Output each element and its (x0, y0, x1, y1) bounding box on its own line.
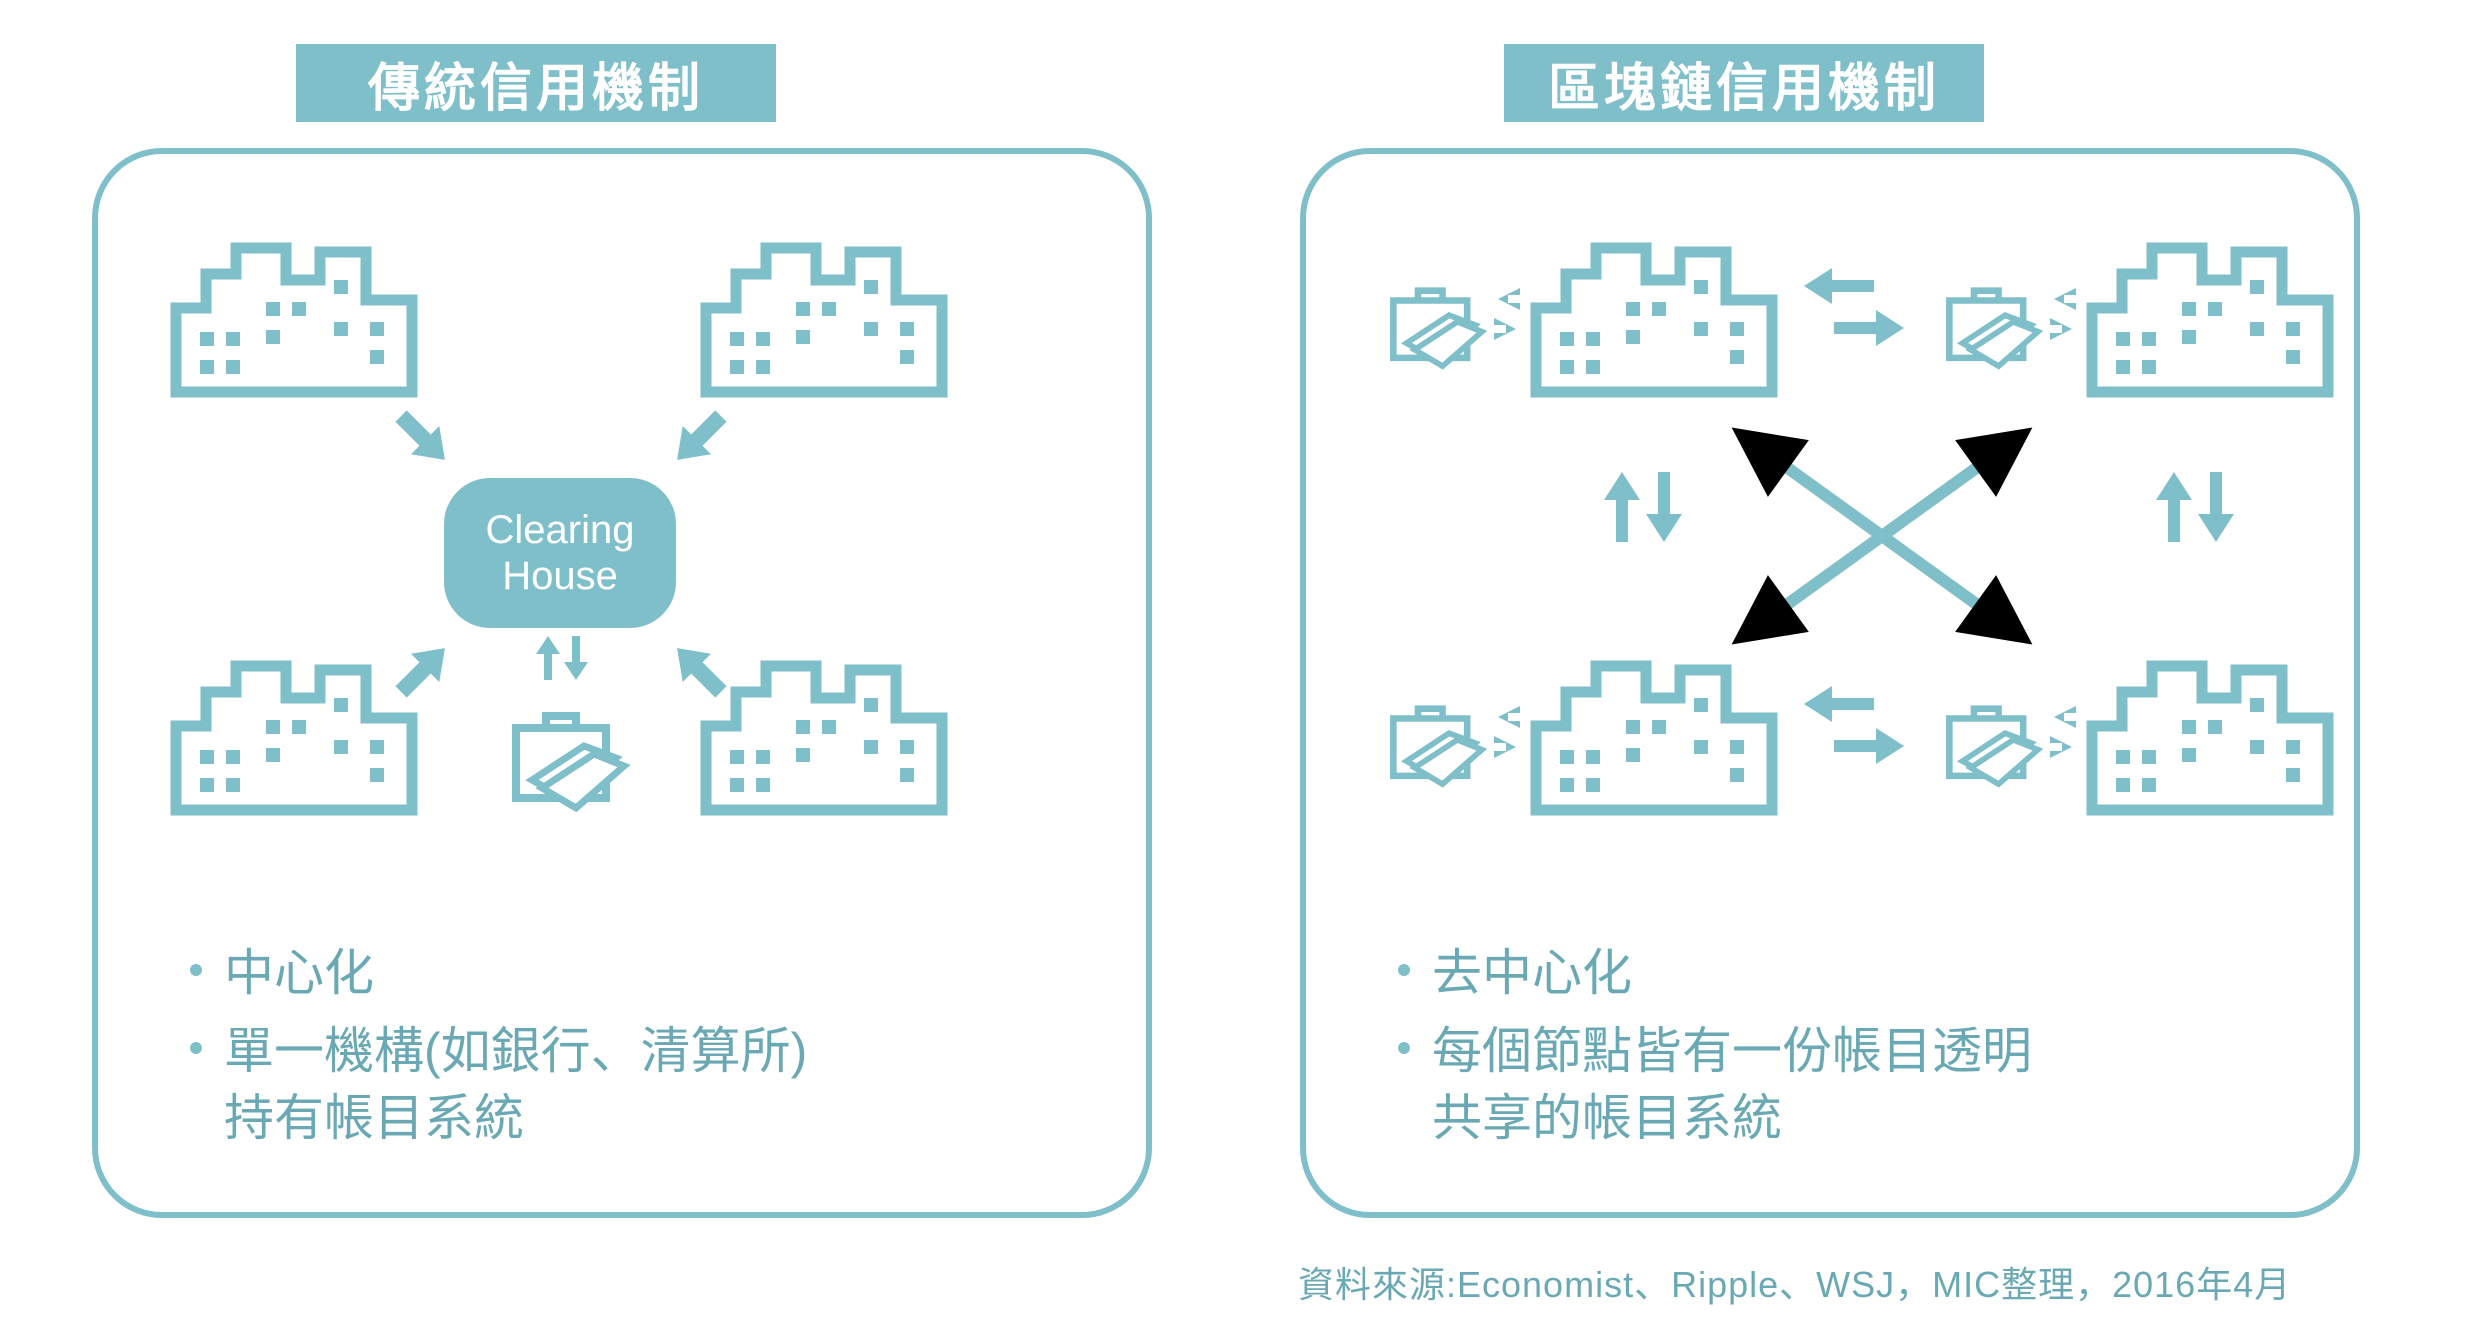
building-icon (2086, 640, 2336, 820)
building-icon (1530, 640, 1780, 820)
right-bullets: 去中心化 每個節點皆有一份帳目透明 共享的帳目系統 (1398, 940, 2032, 1153)
arrow-pair-icon (1478, 706, 1536, 758)
arrow-lr-big-icon (1804, 268, 1916, 352)
ledger-icon (1379, 268, 1494, 375)
bullet-row: 去中心化 (1398, 940, 2032, 1008)
right-title-badge: 區塊鏈信用機制 (1504, 44, 1984, 122)
ledger-icon (1935, 268, 2050, 375)
arrow-pair-icon (2034, 706, 2092, 758)
arrow-ud-icon (1604, 472, 1686, 584)
clearing-house-node: Clearing House (444, 478, 676, 628)
arrow-updown-icon (536, 636, 592, 684)
left-title: 傳統信用機制 (368, 46, 704, 121)
right-title: 區塊鏈信用機制 (1548, 46, 1940, 121)
clearing-house-line1: Clearing (486, 507, 635, 553)
arrow-pair-icon (2034, 288, 2092, 340)
ledger-icon (1935, 686, 2050, 793)
bullet-text: 去中心化 (1432, 940, 1632, 1008)
building-icon (2086, 222, 2336, 402)
clearing-house-line2: House (502, 553, 618, 599)
bullet-dot-icon (1398, 1042, 1410, 1054)
arrow-pair-icon (1478, 288, 1536, 340)
building-icon (700, 640, 950, 820)
infographic-root: 傳統信用機制 Clearing House 中心化 單一機構(如銀行、清算所) … (0, 0, 2473, 1340)
ledger-icon (498, 688, 638, 818)
left-bullets: 中心化 單一機構(如銀行、清算所) 持有帳目系統 (190, 940, 807, 1153)
building-icon (700, 222, 950, 402)
arrow-diag-icon (1748, 436, 2016, 636)
bullet-dot-icon (190, 964, 202, 976)
ledger-icon (1379, 686, 1494, 793)
bullet-text: 中心化 (224, 940, 374, 1008)
bullet-text: 每個節點皆有一份帳目透明 共享的帳目系統 (1432, 1018, 2032, 1153)
bullet-dot-icon (190, 1042, 202, 1054)
bullet-row: 每個節點皆有一份帳目透明 共享的帳目系統 (1398, 1018, 2032, 1153)
bullet-row: 單一機構(如銀行、清算所) 持有帳目系統 (190, 1018, 807, 1153)
building-icon (170, 640, 420, 820)
bullet-dot-icon (1398, 964, 1410, 976)
arrow-ud-icon (2156, 472, 2238, 584)
bullet-row: 中心化 (190, 940, 807, 1008)
left-title-badge: 傳統信用機制 (296, 44, 776, 122)
arrow-lr-big-icon (1804, 686, 1916, 770)
building-icon (1530, 222, 1780, 402)
building-icon (170, 222, 420, 402)
source-text: 資料來源:Economist、Ripple、WSJ，MIC整理，2016年4月 (1298, 1256, 2291, 1308)
bullet-text: 單一機構(如銀行、清算所) 持有帳目系統 (224, 1018, 807, 1153)
